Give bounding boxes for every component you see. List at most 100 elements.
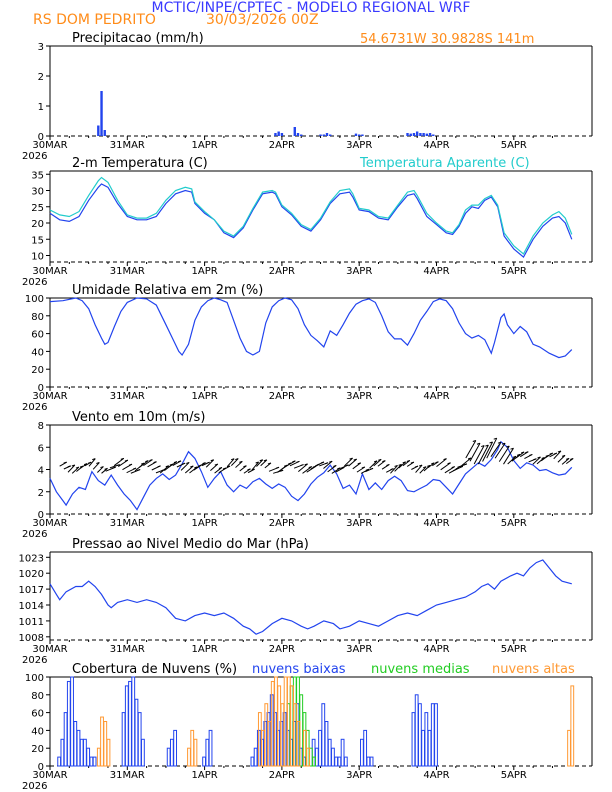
wind-arrow-head bbox=[88, 461, 92, 464]
wind-arrow-head bbox=[165, 465, 169, 468]
wind-arrow-head bbox=[497, 441, 502, 444]
wind-arrow-head bbox=[570, 458, 574, 460]
wind-arrow-head bbox=[324, 462, 329, 465]
wind-arrow bbox=[260, 459, 268, 467]
cloud-bar bbox=[106, 738, 111, 767]
wind-arrow-head bbox=[349, 457, 353, 460]
cloud-bar bbox=[86, 747, 91, 767]
wind-arrow-head bbox=[467, 457, 472, 460]
cloud-bar bbox=[334, 756, 339, 767]
x-tick-label: 30MAR bbox=[32, 266, 67, 277]
x-tick-label: 1APR bbox=[192, 518, 218, 529]
cloud-bar bbox=[57, 756, 62, 767]
wind-arrow bbox=[536, 457, 545, 465]
cloud-bar bbox=[66, 680, 71, 767]
wind-arrow-head bbox=[472, 440, 476, 442]
wind-arrow-head bbox=[296, 460, 300, 463]
x-tick-label: 3APR bbox=[346, 391, 372, 402]
wind-arrow bbox=[348, 458, 357, 467]
wind-arrow bbox=[503, 447, 514, 465]
cloud-bar bbox=[250, 756, 255, 767]
wind-arrow bbox=[138, 460, 149, 468]
y-tick-label: 25 bbox=[31, 203, 44, 214]
cloud-bar bbox=[414, 694, 419, 767]
wind-arrow-head bbox=[333, 464, 337, 467]
wind-arrow bbox=[230, 458, 239, 466]
wind-arrow bbox=[390, 465, 398, 474]
panels: Precipitacao (mm/h) 0 1 2 3 30MAR 31MAR 1APR 2AP… bbox=[19, 31, 593, 792]
wind-arrow bbox=[235, 460, 243, 468]
clouds-title: Cobertura de Nuvens (%) bbox=[72, 662, 237, 677]
wind-arrow-head bbox=[525, 451, 529, 454]
cloud-bar bbox=[421, 729, 426, 767]
wind-arrow-head bbox=[120, 457, 124, 460]
wind-arrow-head bbox=[529, 453, 533, 456]
wind-arrow-head bbox=[506, 445, 510, 448]
y-tick-label: 35 bbox=[31, 170, 44, 181]
wind-arrow-head bbox=[186, 461, 190, 464]
rh-series-0 bbox=[49, 297, 573, 359]
wind-arrow-head bbox=[136, 469, 141, 472]
x-tick-label: 30MAR bbox=[32, 391, 67, 402]
cloud-bar bbox=[427, 729, 432, 767]
wind-arrow-head bbox=[512, 455, 517, 458]
cloud-bar bbox=[324, 721, 329, 767]
wind-arrow-head bbox=[406, 460, 410, 463]
x-year-label: 2026 bbox=[22, 781, 47, 792]
x-tick-label: 31MAR bbox=[110, 266, 145, 277]
wind-arrow bbox=[394, 464, 402, 472]
wind-arrow-head bbox=[177, 460, 182, 463]
wind-arrow bbox=[507, 455, 517, 465]
x-tick-label: 4APR bbox=[423, 644, 449, 655]
precip-bar bbox=[425, 133, 429, 136]
y-tick-label: 0 bbox=[38, 132, 44, 143]
cloud-bar bbox=[321, 703, 326, 767]
cloud-bar bbox=[434, 703, 438, 767]
x-tick-label: 4APR bbox=[423, 266, 449, 277]
wind-arrow-head bbox=[394, 464, 398, 467]
precip-bar bbox=[329, 134, 332, 136]
y-tick-label: 3 bbox=[38, 42, 44, 53]
x-tick-label: 4APR bbox=[423, 770, 449, 781]
x-year-label: 2026 bbox=[22, 277, 47, 288]
x-tick-label: 2APR bbox=[269, 644, 295, 655]
y-tick-label: 2 bbox=[38, 488, 44, 499]
wind-arrow bbox=[473, 445, 485, 465]
wind-arrow-head bbox=[92, 458, 96, 461]
cloud-bar bbox=[343, 756, 348, 767]
x-year-label: 2026 bbox=[22, 529, 47, 540]
wind-arrow-head bbox=[267, 462, 272, 465]
wind-arrow-head bbox=[541, 456, 545, 459]
wind-arrow-head bbox=[345, 464, 349, 467]
temp-panel: 2-m Temperatura (C) 10 15 20 25 30 35 30MAR 31MA… bbox=[22, 156, 593, 288]
wind-arrow-head bbox=[390, 468, 394, 471]
cloud-bar bbox=[567, 729, 571, 767]
y-tick-label: 8 bbox=[38, 421, 44, 432]
y-tick-label: 100 bbox=[25, 294, 44, 305]
wind-arrow-head bbox=[533, 458, 537, 461]
wind-arrow-head bbox=[243, 465, 247, 468]
wind-arrow-head bbox=[71, 464, 75, 467]
cloud-bar bbox=[76, 729, 81, 767]
cloud-bar bbox=[137, 712, 142, 767]
wind-arrow-head bbox=[382, 460, 386, 463]
wind-arrow-head bbox=[459, 465, 464, 468]
pressure-title: Pressao ao Nivel Medio do Mar (hPa) bbox=[72, 537, 309, 552]
wind-arrow-head bbox=[520, 451, 525, 454]
legend-mid-clouds: nuvens medias bbox=[371, 662, 470, 677]
wind-arrow bbox=[256, 459, 264, 467]
wind-arrow-head bbox=[116, 464, 120, 467]
wind-arrow bbox=[226, 458, 235, 468]
y-tick-label: 30 bbox=[31, 187, 44, 198]
wind-arrow bbox=[327, 465, 337, 473]
x-tick-label: 2APR bbox=[269, 770, 295, 781]
cloud-bar bbox=[411, 712, 416, 767]
wind-arrow bbox=[88, 458, 96, 467]
wind-arrow bbox=[494, 442, 506, 459]
x-tick-label: 30MAR bbox=[32, 140, 67, 151]
legend-high-clouds: nuvens altas bbox=[492, 662, 575, 677]
cloud-bar bbox=[430, 703, 435, 767]
y-tick-label: 1023 bbox=[19, 553, 44, 564]
wind-arrow-head bbox=[206, 461, 210, 464]
x-tick-label: 4APR bbox=[423, 518, 449, 529]
